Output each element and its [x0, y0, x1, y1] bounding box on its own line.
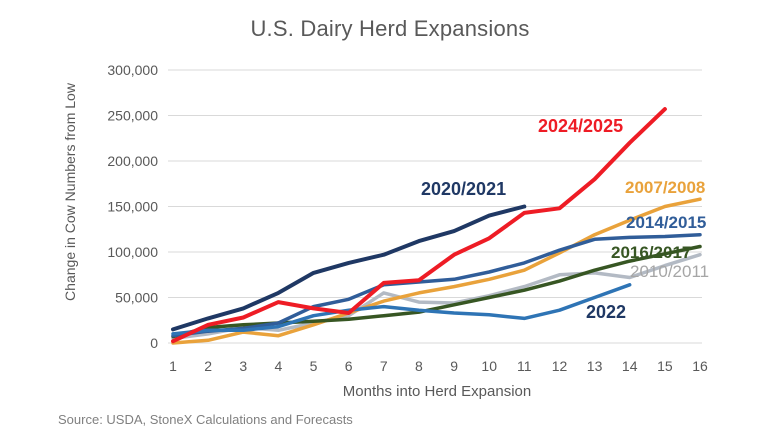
series-line-2016-2017 [171, 244, 702, 339]
x-tick-label: 16 [692, 358, 708, 374]
x-tick-label: 10 [481, 358, 497, 374]
series-label-2020-2021: 2020/2021 [421, 179, 507, 199]
series-label-2022: 2022 [586, 302, 627, 322]
x-tick-label: 12 [552, 358, 568, 374]
series-label-2007-2008: 2007/2008 [625, 178, 706, 197]
x-tick-label: 6 [345, 358, 353, 374]
series-line-2020-2021 [171, 204, 527, 332]
series-line-2022 [171, 283, 632, 336]
y-tick-label: 250,000 [107, 108, 158, 124]
x-tick-label: 11 [517, 358, 532, 374]
series-label-2024-2025: 2024/2025 [538, 116, 624, 136]
x-tick-label: 13 [587, 358, 603, 374]
y-tick-label: 300,000 [107, 62, 158, 78]
chart-title: U.S. Dairy Herd Expansions [250, 16, 530, 41]
y-tick-label: 200,000 [107, 153, 158, 169]
series-label-2016-2017: 2016/2017 [611, 243, 692, 262]
series-label-2010-2011: 2010/2011 [630, 262, 710, 281]
x-tick-label: 4 [275, 358, 283, 374]
series-line-2007-2008 [171, 197, 702, 345]
x-tick-label: 5 [310, 358, 318, 374]
x-tick-label: 2 [204, 358, 212, 374]
x-tick-label: 9 [450, 358, 458, 374]
x-tick-label: 3 [239, 358, 247, 374]
y-tick-label: 50,000 [115, 290, 158, 306]
x-tick-label: 1 [169, 358, 177, 374]
y-tick-label: 150,000 [107, 199, 158, 215]
x-axis-title: Months into Herd Expansion [342, 383, 532, 400]
x-tick-label: 8 [415, 358, 423, 374]
x-tick-label: 14 [622, 358, 638, 374]
series-line-2014-2015 [171, 232, 702, 338]
x-tick-label: 7 [380, 358, 388, 374]
source-note: Source: USDA, StoneX Calculations and Fo… [58, 412, 353, 427]
series-line-2024-2025 [171, 107, 667, 344]
y-tick-label: 100,000 [107, 244, 158, 260]
x-tick-label: 15 [657, 358, 673, 374]
y-tick-label: 0 [150, 335, 158, 351]
series-label-2014-2015: 2014/2015 [626, 213, 707, 232]
